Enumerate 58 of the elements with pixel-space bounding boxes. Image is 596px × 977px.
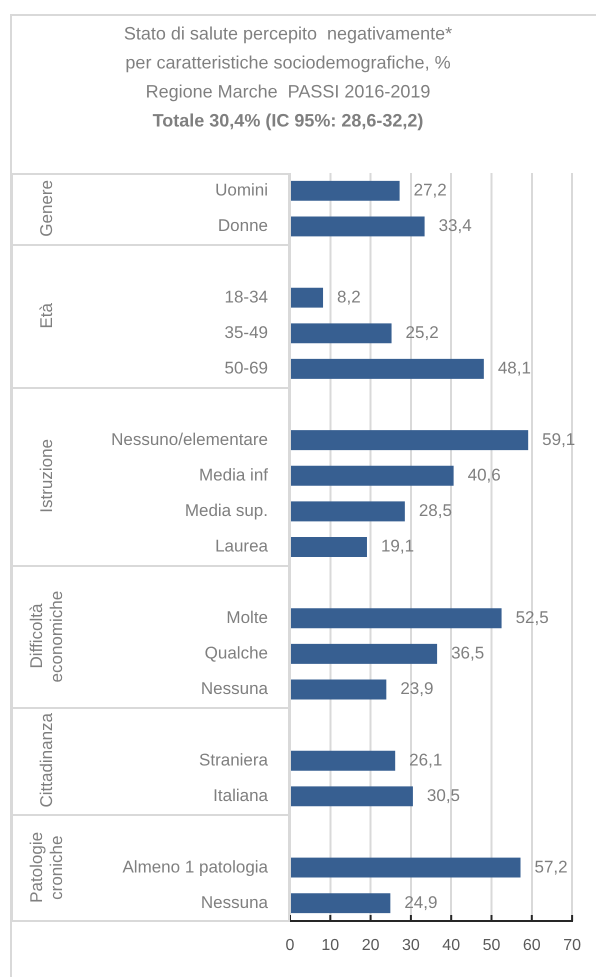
y-tick-label: Straniera	[199, 750, 269, 770]
data-label: 57,2	[534, 857, 568, 876]
bar	[291, 750, 396, 771]
bar	[291, 323, 392, 344]
x-tick-label: 0	[286, 937, 295, 954]
y-tick-label: Italiana	[213, 786, 269, 806]
y-tick-label: 18-34	[224, 287, 268, 306]
x-tick-label: 10	[321, 937, 340, 954]
data-label: 33,4	[438, 216, 472, 236]
y-tick-label: Qualche	[204, 644, 268, 663]
data-label: 24,9	[404, 892, 438, 912]
y-tick-label: Uomini	[215, 180, 268, 200]
y-tick-label: Nessuno/elementare	[111, 430, 268, 449]
x-tick-label: 70	[563, 937, 582, 954]
data-label: 48,1	[498, 358, 531, 378]
y-tick-label: Donne	[218, 216, 268, 236]
data-label: 59,1	[542, 430, 576, 449]
bar	[291, 358, 484, 379]
bar	[291, 858, 521, 878]
bar	[291, 537, 367, 557]
data-label: 28,5	[418, 501, 452, 520]
bar	[291, 680, 386, 700]
chart-subtitle: Totale 30,4% (IC 95%: 28,6-32,2)	[152, 110, 424, 130]
y-tick-label: 35-49	[224, 322, 268, 342]
bar	[291, 608, 502, 628]
y-tick-label: Molte	[226, 608, 268, 627]
y-tick-label: Almeno 1 patologia	[122, 857, 269, 876]
chart-title: Stato di salute percepito negativamente* per caratteristiche sociodemografiche, % Regione Marche PASSI 2016-2019	[124, 23, 452, 102]
data-label: 27,2	[414, 180, 447, 200]
data-label: 36,5	[451, 644, 484, 663]
y-tick-label: 50-69	[224, 358, 268, 378]
bar	[291, 786, 413, 806]
data-label: 52,5	[516, 608, 549, 627]
bar	[291, 644, 438, 664]
y-tick-label: Nessuna	[200, 892, 269, 912]
x-tick-label: 30	[402, 937, 420, 954]
data-label: 40,6	[468, 465, 501, 484]
y-tick-label: Laurea	[215, 536, 269, 556]
data-label: 26,1	[409, 750, 442, 770]
data-label: 8,2	[337, 287, 361, 306]
bar	[291, 180, 400, 201]
data-label: 25,2	[406, 322, 439, 342]
bar	[291, 430, 528, 450]
data-label: 23,9	[400, 679, 434, 698]
x-tick-label: 50	[482, 937, 500, 954]
bar	[291, 466, 454, 486]
bar	[291, 216, 425, 236]
x-tick-label: 40	[442, 937, 460, 954]
data-label: 19,1	[380, 536, 414, 556]
bar	[291, 893, 390, 914]
data-label: 30,5	[426, 786, 460, 806]
bar	[291, 288, 324, 308]
x-tick-label: 60	[522, 937, 541, 954]
y-tick-label: Media sup.	[184, 501, 268, 520]
y-tick-label: Nessuna	[200, 679, 269, 698]
bar	[291, 501, 405, 522]
x-tick-label: 20	[362, 937, 380, 954]
y-tick-label: Media inf	[199, 465, 268, 484]
